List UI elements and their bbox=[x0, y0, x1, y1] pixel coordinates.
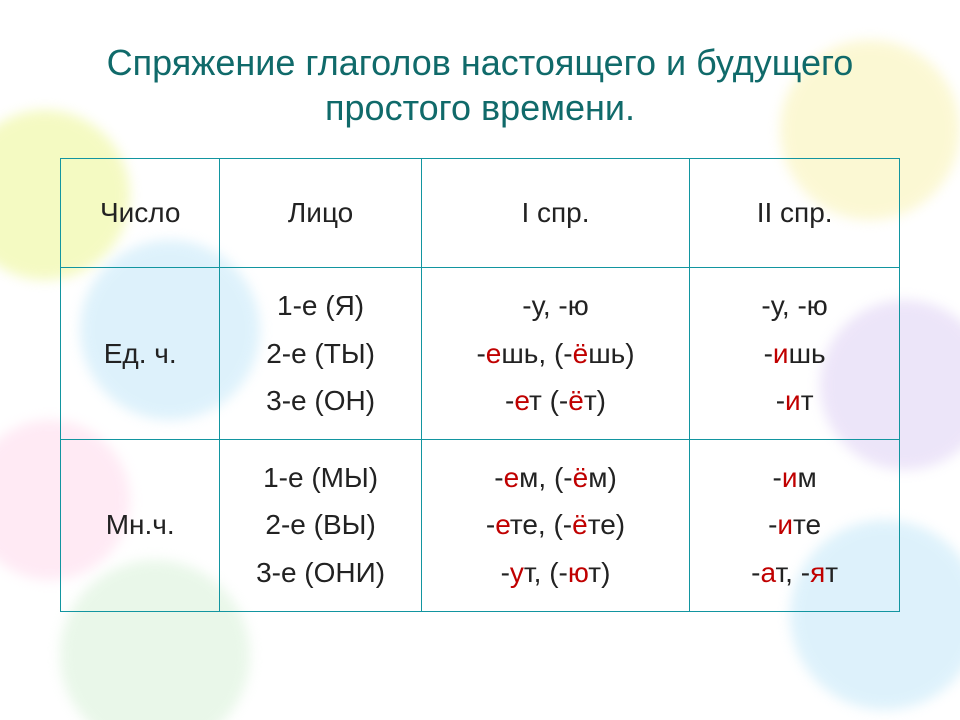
cell-line: 3-е (ОН) bbox=[228, 377, 412, 425]
cell-person: 1-е (Я)2-е (ТЫ)3-е (ОН) bbox=[220, 268, 421, 440]
cell-line: -ут, (-ют) bbox=[430, 549, 681, 597]
col-header-number: Число bbox=[61, 159, 220, 268]
col-header-spr2: II спр. bbox=[690, 159, 900, 268]
cell-line: -им bbox=[698, 454, 891, 502]
cell-spr1: -у, -ю-ешь, (-ёшь)-ет (-ёт) bbox=[421, 268, 689, 440]
cell-line: -ете, (-ёте) bbox=[430, 501, 681, 549]
cell-line: -ит bbox=[698, 377, 891, 425]
table-header-row: Число Лицо I спр. II спр. bbox=[61, 159, 900, 268]
cell-spr1: -ем, (-ём)-ете, (-ёте)-ут, (-ют) bbox=[421, 439, 689, 611]
slide: Спряжение глаголов настоящего и будущего… bbox=[0, 0, 960, 720]
cell-line: -ем, (-ём) bbox=[430, 454, 681, 502]
cell-number: Мн.ч. bbox=[61, 439, 220, 611]
cell-line: -у, -ю bbox=[698, 282, 891, 330]
conjugation-table: Число Лицо I спр. II спр. Ед. ч.1-е (Я)2… bbox=[60, 158, 900, 612]
table-row: Мн.ч.1-е (МЫ)2-е (ВЫ)3-е (ОНИ)-ем, (-ём)… bbox=[61, 439, 900, 611]
cell-number: Ед. ч. bbox=[61, 268, 220, 440]
cell-spr2: -им-ите-ат, -ят bbox=[690, 439, 900, 611]
cell-line: -ите bbox=[698, 501, 891, 549]
cell-spr2: -у, -ю-ишь-ит bbox=[690, 268, 900, 440]
cell-line: -у, -ю bbox=[430, 282, 681, 330]
page-title: Спряжение глаголов настоящего и будущего… bbox=[60, 40, 900, 130]
col-header-spr1: I спр. bbox=[421, 159, 689, 268]
cell-line: 1-е (МЫ) bbox=[228, 454, 412, 502]
cell-line: 3-е (ОНИ) bbox=[228, 549, 412, 597]
col-header-person: Лицо bbox=[220, 159, 421, 268]
cell-line: 2-е (ВЫ) bbox=[228, 501, 412, 549]
cell-line: 2-е (ТЫ) bbox=[228, 330, 412, 378]
cell-line: -ат, -ят bbox=[698, 549, 891, 597]
table-row: Ед. ч.1-е (Я)2-е (ТЫ)3-е (ОН)-у, -ю-ешь,… bbox=[61, 268, 900, 440]
cell-line: -ешь, (-ёшь) bbox=[430, 330, 681, 378]
cell-line: -ет (-ёт) bbox=[430, 377, 681, 425]
cell-person: 1-е (МЫ)2-е (ВЫ)3-е (ОНИ) bbox=[220, 439, 421, 611]
cell-line: -ишь bbox=[698, 330, 891, 378]
cell-line: 1-е (Я) bbox=[228, 282, 412, 330]
